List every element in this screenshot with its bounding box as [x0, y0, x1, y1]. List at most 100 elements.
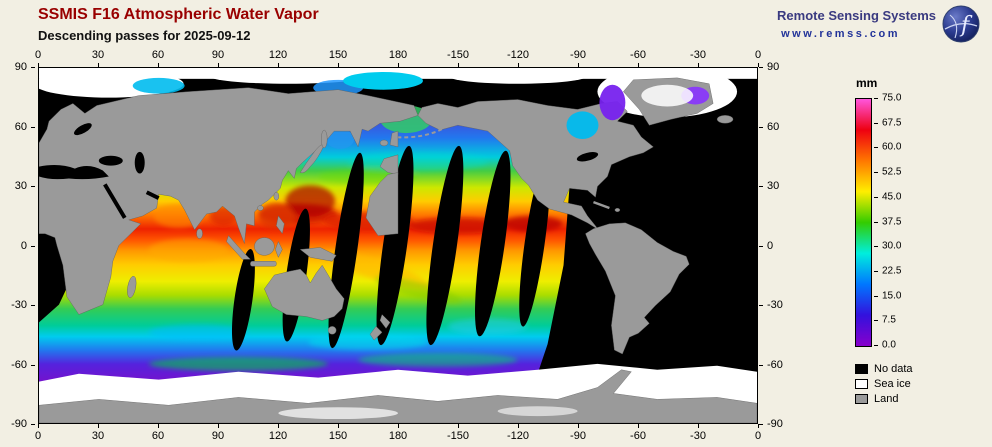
lon-tick-label: -150: [446, 49, 470, 61]
tick-mark: [31, 186, 35, 187]
tick-mark: [758, 63, 759, 67]
tick-mark: [338, 424, 339, 428]
legend-label: Land: [874, 392, 899, 405]
tick-mark: [338, 63, 339, 67]
lon-tick-label: 60: [151, 430, 165, 442]
lon-tick-label: 180: [388, 430, 408, 442]
tick-mark: [31, 424, 35, 425]
colorbar-tick-label: 22.5: [882, 265, 902, 277]
tick-mark: [759, 424, 763, 425]
tick-mark: [759, 186, 763, 187]
tick-mark: [31, 126, 35, 128]
lon-tick-label: 60: [151, 49, 165, 61]
tick-mark: [98, 63, 99, 67]
colorbar-scale: 75.0 67.5 60.0 52.5 45.0 37.5 30.0 22.5 15.0 7.5 0…: [855, 93, 935, 351]
legend-swatch: [855, 393, 868, 404]
tick-mark: [698, 63, 699, 67]
lon-tick-label: 150: [328, 430, 348, 442]
colorbar-tick-label: 67.5: [882, 117, 902, 129]
colorbar-tick-label: 0.0: [882, 339, 896, 351]
lat-tick-label: -90: [11, 418, 27, 430]
website-url[interactable]: www.remss.com: [781, 28, 900, 40]
lon-tick-label: -60: [630, 49, 646, 61]
tick-mark: [578, 424, 579, 428]
lat-axis-left: 90 60 30 0 -30 -60 -90: [2, 61, 36, 430]
lon-tick-label: 150: [328, 49, 348, 61]
lon-tick-label: 120: [268, 430, 288, 442]
lon-axis-top: 0 30 60 90 120 150 180 -150 -120 -90 -60 -30 0: [35, 49, 761, 69]
tick-mark: [518, 63, 519, 67]
lat-tick-label: 90: [14, 61, 27, 73]
colorbar-gradient: [855, 98, 872, 347]
tick-mark: [31, 67, 35, 68]
colorbar-tick-label: 52.5: [882, 166, 902, 178]
lon-tick-label: 0: [34, 430, 42, 442]
lon-tick-label: -120: [506, 49, 530, 61]
tick-mark: [458, 424, 459, 428]
colorbar-tick-label: 75.0: [882, 92, 902, 104]
tick-mark: [31, 305, 35, 306]
lat-axis-right: 90 60 30 0 -30 -60 -90: [758, 61, 792, 430]
lat-tick-label: -90: [767, 418, 783, 430]
colorbar-tick-mark: [874, 172, 878, 174]
tick-mark: [758, 424, 759, 428]
colorbar-tick-mark: [874, 98, 878, 99]
colorbar-tick-mark: [874, 246, 878, 248]
colorbar-unit-label: mm: [856, 76, 878, 90]
colorbar-tick-label: 37.5: [882, 216, 902, 227]
tick-mark: [759, 126, 763, 128]
tick-mark: [759, 364, 763, 366]
lon-tick-label: -120: [506, 430, 530, 442]
lat-tick-label: -30: [11, 299, 27, 311]
colorbar-tick-mark: [874, 270, 878, 272]
colorbar-tick-label: 60.0: [882, 141, 902, 153]
colorbar-tick-label: 45.0: [882, 191, 902, 203]
tick-mark: [31, 245, 35, 247]
tick-mark: [518, 424, 519, 428]
lon-tick-label: -150: [446, 430, 470, 442]
lat-tick-label: 0: [767, 239, 774, 252]
tick-mark: [158, 424, 159, 428]
lon-tick-label: 0: [754, 430, 762, 442]
lon-tick-label: 90: [211, 49, 225, 61]
world-map-svg: [39, 68, 757, 423]
tick-mark: [278, 63, 279, 67]
tick-mark: [278, 424, 279, 428]
tick-mark: [31, 364, 35, 366]
lat-tick-label: 30: [14, 180, 27, 192]
tick-mark: [158, 63, 159, 67]
lat-tick-label: 0: [20, 239, 27, 252]
colorbar-tick-mark: [874, 295, 878, 297]
tick-mark: [38, 63, 39, 67]
lat-tick-label: -30: [767, 299, 783, 311]
legend-swatch: [855, 378, 868, 389]
colorbar-tick-mark: [874, 345, 878, 346]
map-frame: [38, 67, 758, 424]
lon-tick-label: -90: [570, 430, 586, 442]
colorbar-tick-label: 7.5: [882, 314, 896, 326]
lon-tick-label: -30: [690, 49, 706, 61]
tick-mark: [638, 424, 639, 428]
tick-mark: [578, 63, 579, 67]
colorbar-tick-mark: [874, 221, 878, 223]
lon-tick-label: 30: [91, 430, 105, 442]
legend-label: Sea ice: [874, 377, 911, 390]
tick-mark: [218, 63, 219, 67]
tick-mark: [458, 63, 459, 67]
lon-tick-label: 30: [91, 49, 105, 61]
lat-tick-label: -60: [11, 358, 27, 371]
lon-tick-label: -30: [690, 430, 706, 442]
org-name: Remote Sensing Systems: [777, 8, 936, 23]
legend-item: No data: [855, 361, 913, 376]
legend-item: Land: [855, 391, 913, 406]
lon-tick-label: 120: [268, 49, 288, 61]
tick-mark: [698, 424, 699, 428]
colorbar-tick-mark: [874, 320, 878, 322]
lon-tick-label: 180: [388, 49, 408, 61]
tick-mark: [98, 424, 99, 428]
lon-axis-bottom: 0 30 60 90 120 150 180 -150 -120 -90 -60 -30 0: [34, 424, 762, 444]
tick-mark: [759, 245, 763, 247]
lat-tick-label: 60: [767, 120, 780, 133]
colorbar-tick-label: 30.0: [882, 240, 902, 252]
tick-mark: [218, 424, 219, 428]
